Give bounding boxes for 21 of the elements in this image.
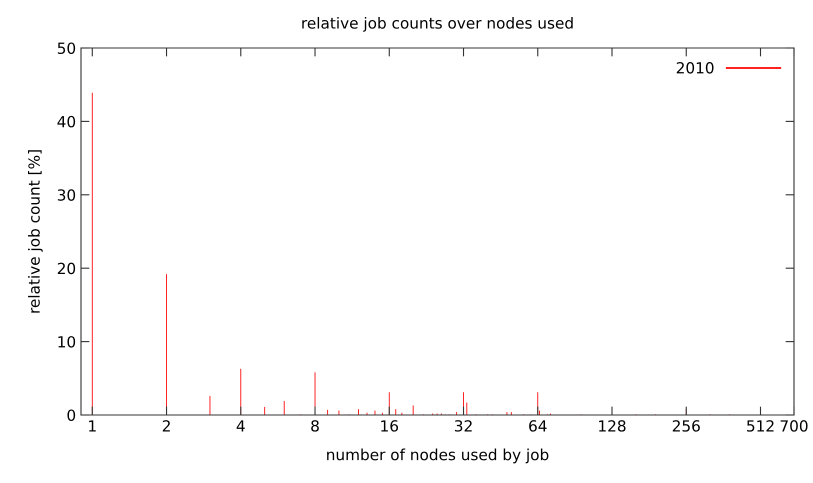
y-tick-label: 20 [58, 262, 76, 274]
x-tick-label: 8 [311, 420, 319, 432]
x-tick-label: 700 [780, 420, 808, 432]
y-tick-label: 50 [58, 42, 76, 54]
y-axis-title: relative job count [%] [28, 150, 43, 313]
x-tick-label: 16 [381, 420, 398, 432]
y-tick-label: 0 [67, 409, 76, 422]
x-tick-label: 512 [747, 420, 774, 432]
x-axis-title: number of nodes used by job [327, 448, 548, 464]
legend-label: 2010 [676, 62, 714, 74]
x-tick-label: 2 [162, 420, 170, 432]
y-tick-label: 10 [58, 336, 76, 348]
x-tick-label: 32 [454, 420, 472, 432]
chart-title: relative job counts over nodes used [302, 16, 573, 32]
x-tick-label: 256 [672, 420, 700, 432]
y-tick-label: 30 [58, 189, 76, 201]
x-tick-label: 128 [599, 420, 626, 432]
x-tick-label: 64 [529, 420, 547, 432]
y-tick-label: 40 [57, 116, 76, 128]
x-tick-label: 1 [89, 420, 96, 432]
x-tick-label: 4 [236, 420, 245, 432]
